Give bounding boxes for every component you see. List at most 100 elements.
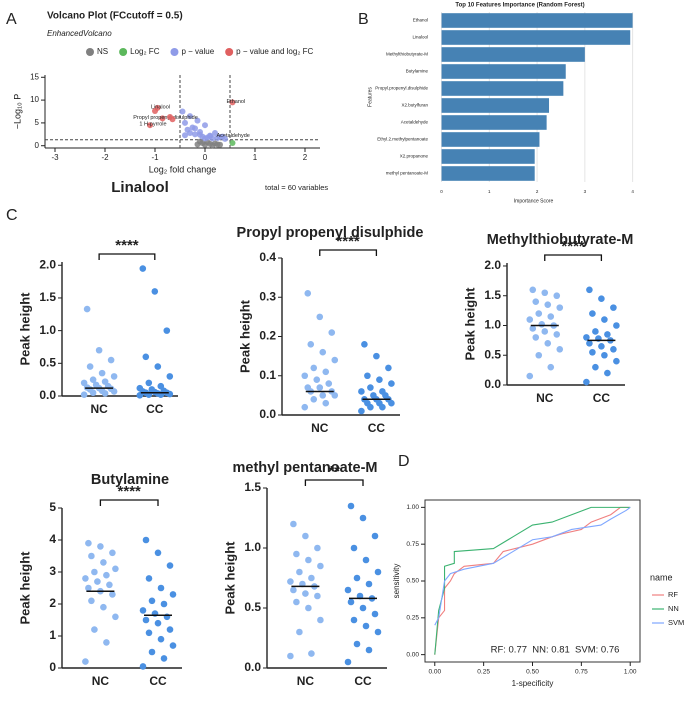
bar [441, 166, 535, 181]
point [586, 286, 593, 294]
y-tick-label: 1.0 [39, 323, 56, 337]
y-tick-label: 0.1 [259, 368, 276, 382]
point [376, 376, 383, 383]
point [589, 310, 596, 317]
significance-bracket [319, 249, 378, 256]
point [169, 116, 176, 123]
point [613, 322, 620, 329]
legend-marker [86, 48, 94, 56]
point [362, 556, 370, 564]
chart-title: Top 10 Features Importance (Random Fores… [455, 3, 584, 9]
point [364, 372, 371, 380]
point [328, 329, 336, 336]
plot-border [424, 499, 641, 663]
y-tick-label: 0 [35, 141, 40, 150]
point [532, 334, 540, 341]
y-tick-label: 0.0 [484, 377, 501, 391]
point [98, 369, 106, 377]
y-tick-label: 3 [49, 564, 56, 578]
bar [441, 30, 631, 45]
point [169, 642, 177, 649]
point [598, 343, 605, 350]
point [296, 568, 303, 576]
chart-title: Methylthiobutyrate-M [487, 232, 634, 248]
point [290, 520, 297, 528]
legend-label: SVM [668, 618, 684, 627]
point [553, 331, 561, 338]
point [385, 364, 392, 372]
point [139, 265, 147, 272]
point [82, 658, 89, 665]
point [302, 532, 309, 540]
point [290, 586, 297, 594]
y-tick-label: 0.2 [259, 329, 276, 343]
point [197, 131, 203, 138]
point [601, 316, 608, 323]
x-tick-label: 0.00 [428, 669, 441, 676]
point [347, 502, 355, 510]
point [532, 298, 540, 305]
y-axis-label: −Log₁₀ P [12, 94, 22, 130]
point [85, 584, 92, 592]
point [88, 597, 95, 605]
point [148, 386, 156, 393]
legend-marker [170, 48, 179, 56]
point [379, 388, 386, 395]
y-tick-label: 0.3 [259, 289, 276, 303]
point [529, 325, 537, 332]
y-axis-label: Peak height [17, 551, 32, 625]
point [358, 407, 365, 415]
point [586, 340, 593, 347]
x-tick-label: CC [368, 421, 386, 435]
x-tick-label: -2 [101, 153, 109, 162]
y-tick-label: 1.0 [484, 318, 501, 332]
point [370, 392, 377, 399]
significance-bracket [99, 499, 159, 506]
x-tick-label: CC [146, 402, 164, 416]
point [293, 598, 300, 606]
caption: Linalool [111, 179, 169, 196]
y-axis-label: sensitivity [392, 564, 401, 599]
point [308, 574, 315, 582]
y-tick-label: X2.butylfuran [401, 103, 428, 108]
x-tick-label: 0.25 [477, 669, 490, 676]
point [353, 640, 361, 648]
chart-title: Propyl propenyl disulphide [237, 225, 424, 241]
point [535, 351, 543, 359]
x-tick-label: 2 [303, 153, 308, 162]
point [106, 581, 113, 589]
point [305, 556, 312, 564]
y-tick-label: 1.0 [244, 540, 261, 554]
point [151, 288, 159, 295]
roc-line [434, 506, 631, 655]
point [553, 292, 561, 300]
point [302, 590, 309, 597]
y-tick-label: 5 [49, 500, 56, 514]
point [160, 655, 168, 662]
point [287, 652, 294, 660]
point [317, 562, 324, 570]
point [317, 616, 324, 624]
x-tick-label: 1.00 [624, 669, 637, 676]
point [388, 380, 395, 387]
bar [441, 64, 566, 79]
point [192, 131, 198, 138]
point [152, 108, 158, 115]
point [139, 607, 147, 614]
point [157, 635, 165, 643]
point [95, 346, 103, 354]
significance-bracket [544, 254, 603, 261]
bar [441, 81, 564, 96]
y-tick-label: 1.5 [484, 288, 501, 302]
point [148, 597, 156, 605]
point [109, 549, 116, 557]
point [154, 363, 162, 370]
chart-title: Volcano Plot (FCcutoff = 0.5) [47, 11, 183, 22]
point [541, 328, 549, 335]
point [109, 591, 116, 598]
point [182, 119, 188, 126]
y-tick-label: 0.5 [39, 355, 56, 369]
point [350, 544, 358, 552]
point-label: Ethanol [227, 99, 246, 105]
y-tick-label: Ethyl.2.methylpentanoate [377, 137, 428, 142]
